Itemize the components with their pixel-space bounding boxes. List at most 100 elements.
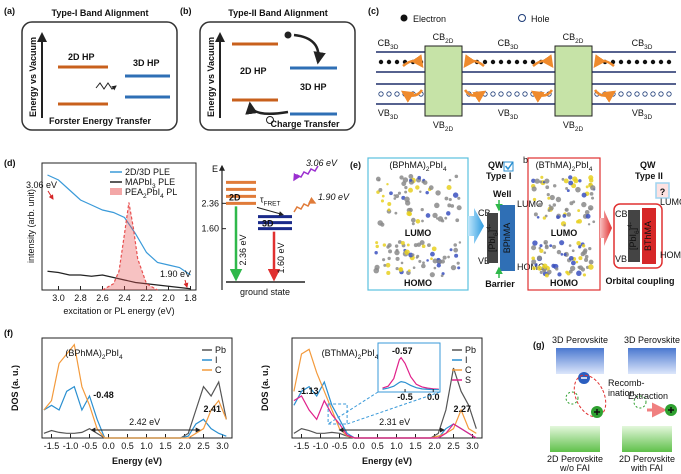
band-label-part: CB (433, 32, 446, 42)
atom (448, 178, 452, 182)
atom (448, 197, 452, 202)
atom (549, 205, 554, 211)
band-label-part: VB (632, 108, 644, 118)
organic-layer (642, 208, 656, 264)
atom (531, 256, 535, 261)
atom (380, 199, 385, 203)
electron (618, 59, 624, 65)
atom (410, 217, 416, 223)
atom (429, 272, 435, 278)
structure-title-part: (BPhMA) (389, 160, 426, 170)
hole (514, 91, 520, 97)
atom (456, 261, 460, 265)
hole (386, 91, 392, 97)
band-label: CB (615, 209, 628, 219)
flow-arrow (402, 54, 424, 69)
atom (578, 245, 582, 249)
x-tick-label: 0.5 (371, 441, 384, 451)
hole (266, 116, 274, 124)
panel-label: (b) (180, 6, 192, 16)
annotation: -0.48 (93, 390, 114, 400)
legend-electron (400, 14, 408, 22)
trap (633, 395, 647, 409)
legend-label: I (465, 355, 468, 365)
layer-label-part: 6 (634, 230, 641, 234)
atom (458, 241, 462, 244)
atom (400, 261, 404, 265)
atom (539, 244, 543, 248)
level-label: 3D HP (133, 58, 160, 68)
atom (591, 196, 595, 200)
sub-label: b (523, 155, 528, 165)
spectrum-line (102, 202, 158, 291)
electron (666, 59, 672, 65)
hole (378, 91, 384, 97)
x-tick-label: 3.0 (466, 441, 479, 451)
block-2d (424, 45, 463, 117)
ground-label: ground state (240, 287, 290, 297)
panel-title: Type-I Band Alignment (51, 8, 148, 18)
atom (584, 254, 589, 259)
atom (568, 244, 572, 247)
flow-arrow (532, 54, 554, 69)
band-label-part: 3D (390, 114, 399, 121)
atom (582, 250, 587, 255)
atom (582, 273, 587, 277)
x-tick-label: 2.2 (140, 293, 153, 303)
x-tick-label: -1.0 (63, 441, 79, 451)
atom (431, 246, 437, 252)
atom (450, 264, 457, 271)
atom (432, 212, 438, 219)
qw-title: QW (640, 160, 656, 170)
x-tick-label: 2.5 (447, 441, 460, 451)
annotation: -0.57 (392, 346, 413, 356)
atom (581, 201, 587, 208)
decay-label: 1.60 eV (276, 242, 286, 273)
x-axis-label: Energy (eV) (112, 456, 162, 466)
electron (634, 59, 640, 65)
atom (416, 254, 420, 258)
atom (387, 243, 392, 248)
electron (530, 59, 536, 65)
atom (404, 190, 408, 194)
atom (453, 243, 457, 247)
atom (409, 178, 413, 182)
inset-frame (377, 342, 441, 393)
flow-arrow (400, 89, 424, 103)
legend-label: 2D/3D PLE (125, 167, 170, 177)
atom (380, 222, 385, 227)
axis-label: Energy vs Vacuum (206, 37, 216, 117)
trap (565, 391, 579, 405)
atom (393, 197, 397, 200)
atom (421, 244, 426, 249)
hole (394, 91, 400, 97)
legend-label: C (215, 365, 222, 375)
atom (412, 266, 416, 270)
atom (563, 178, 569, 184)
atom (446, 184, 452, 191)
plot-title-part: 2 (358, 354, 362, 361)
band-label: VB2D (563, 120, 584, 133)
atom (568, 255, 574, 261)
atom (572, 200, 576, 204)
electron (386, 59, 392, 65)
hole (490, 91, 496, 97)
process-label: Recomb- (608, 378, 645, 388)
atom (588, 259, 594, 265)
gap-label: 2.31 eV (379, 417, 410, 427)
band-label-part: 3D (644, 114, 653, 121)
level-label: 2D (229, 192, 241, 202)
atom (533, 212, 538, 217)
panel-label: (f) (4, 328, 13, 338)
atom (578, 256, 583, 261)
atom (447, 255, 450, 259)
perovskite-3d (556, 348, 604, 374)
layer-label: 2D Perovskite (619, 454, 675, 464)
atom (537, 265, 543, 271)
transfer-arrow (256, 206, 284, 216)
x-tick-label: 1.0 (140, 441, 153, 451)
x-tick-label: 0.0 (352, 441, 365, 451)
atom (572, 176, 578, 182)
atom (552, 184, 557, 188)
transfer-arrow (293, 33, 326, 65)
